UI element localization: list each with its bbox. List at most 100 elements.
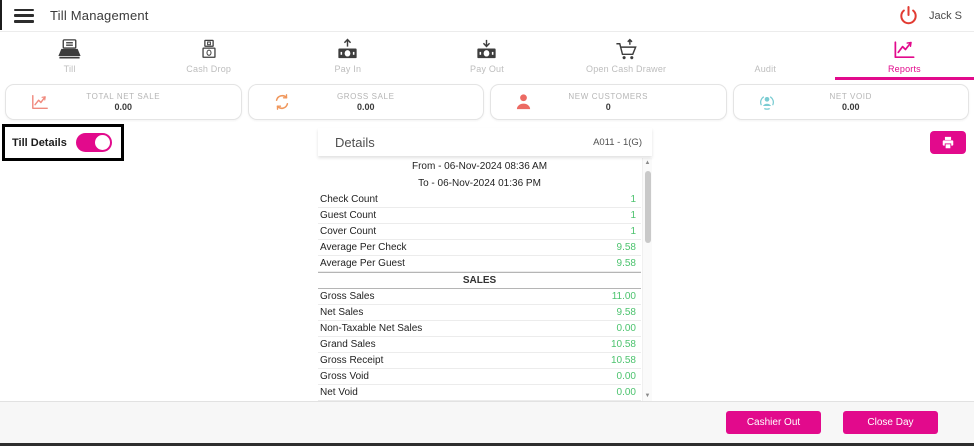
row-value: 11.00 bbox=[611, 291, 636, 302]
tab-pay-out[interactable]: Pay Out bbox=[417, 32, 556, 80]
tab-label: Audit bbox=[754, 64, 777, 74]
logout-power-button[interactable] bbox=[897, 4, 921, 28]
row-label: Net Sales bbox=[320, 307, 364, 318]
table-row: Grand Sales 10.58 bbox=[318, 337, 641, 353]
table-row: Average Per Guest 9.58 bbox=[318, 256, 641, 272]
stat-card-net-void: NET VOID 0.00 bbox=[732, 84, 969, 120]
tab-label: Till bbox=[63, 64, 76, 74]
stat-value: 0 bbox=[605, 102, 611, 112]
details-table: From - 06-Nov-2024 08:36 AM To - 06-Nov-… bbox=[318, 158, 652, 401]
top-bar: Till Management Jack S bbox=[0, 0, 974, 32]
power-icon bbox=[897, 4, 920, 27]
till-icon bbox=[57, 37, 82, 61]
row-label: Average Per Check bbox=[320, 242, 407, 253]
stat-label: TOTAL NET SALE bbox=[86, 92, 161, 101]
row-label: Net Void bbox=[320, 387, 358, 398]
table-row: Net Sales 9.58 bbox=[318, 305, 641, 321]
row-value: 9.58 bbox=[616, 307, 636, 318]
tab-audit[interactable]: Audit bbox=[696, 32, 835, 80]
stat-card-total-net-sale: TOTAL NET SALE 0.00 bbox=[5, 84, 242, 120]
row-value: 1 bbox=[630, 226, 636, 237]
stat-value: 0.00 bbox=[841, 102, 860, 112]
table-row: Gross Sales 11.00 bbox=[318, 289, 641, 305]
scroll-down-icon[interactable]: ▼ bbox=[644, 393, 651, 399]
toggle-knob bbox=[94, 135, 110, 150]
reports-chart-icon bbox=[892, 37, 917, 61]
till-details-toggle[interactable] bbox=[75, 133, 112, 152]
till-id: A011 - 1(G) bbox=[593, 136, 642, 148]
row-label: Average Per Guest bbox=[320, 258, 405, 269]
cart-up-arrow-icon bbox=[614, 37, 639, 61]
row-label: Gross Void bbox=[320, 371, 369, 382]
tab-label: Open Cash Drawer bbox=[586, 64, 667, 74]
stat-card-new-customers: NEW CUSTOMERS 0 bbox=[490, 84, 727, 120]
footer-bar: Cashier Out Close Day bbox=[0, 401, 974, 443]
print-button[interactable] bbox=[930, 131, 966, 154]
period-from: From - 06-Nov-2024 08:36 AM bbox=[411, 161, 548, 172]
scrollbar-thumb[interactable] bbox=[644, 171, 651, 243]
row-label: Gross Sales bbox=[320, 291, 375, 302]
details-title: Details bbox=[335, 134, 375, 150]
tab-reports[interactable]: Reports bbox=[834, 32, 974, 80]
sales-section-header: SALES bbox=[318, 272, 641, 289]
table-row: Non-Taxable Net Sales 0.00 bbox=[318, 321, 641, 337]
user-name: Jack S bbox=[928, 9, 962, 22]
tab-cash-drop[interactable]: Cash Drop bbox=[139, 32, 278, 80]
tab-pay-in[interactable]: Pay In bbox=[278, 32, 417, 80]
row-value: 0.00 bbox=[616, 371, 636, 382]
row-value: 9.58 bbox=[616, 242, 636, 253]
row-value: 0.00 bbox=[616, 387, 636, 398]
main-content: Till Details Details A011 - 1(G) From - … bbox=[0, 122, 974, 401]
pay-out-icon bbox=[474, 37, 499, 61]
printer-icon bbox=[941, 136, 955, 150]
customer-void-icon bbox=[758, 93, 776, 111]
screen-edge-mark bbox=[0, 0, 2, 30]
close-day-button[interactable]: Close Day bbox=[843, 411, 938, 434]
page-title: Till Management bbox=[50, 8, 149, 23]
table-row: Net Void 0.00 bbox=[318, 385, 641, 401]
sales-rows: Gross Sales 11.00 Net Sales 9.58 Non-Tax… bbox=[318, 289, 641, 401]
row-label: Guest Count bbox=[320, 210, 377, 221]
stat-label: NET VOID bbox=[829, 92, 872, 101]
screen-bottom-edge bbox=[0, 443, 974, 446]
row-label: Grand Sales bbox=[320, 339, 376, 350]
table-row: Gross Void 0.00 bbox=[318, 369, 641, 385]
tab-bar: Till Cash Drop Pay In bbox=[0, 32, 974, 80]
details-panel-header: Details A011 - 1(G) bbox=[318, 128, 652, 156]
row-value: 0.00 bbox=[616, 323, 636, 334]
cash-drop-icon bbox=[198, 37, 220, 61]
tab-label: Pay In bbox=[334, 64, 362, 74]
table-row: Cover Count 1 bbox=[318, 224, 641, 240]
stat-value: 0.00 bbox=[114, 102, 133, 112]
period-to: To - 06-Nov-2024 01:36 PM bbox=[418, 178, 541, 189]
tab-open-cash-drawer[interactable]: Open Cash Drawer bbox=[557, 32, 696, 80]
row-label: Gross Receipt bbox=[320, 355, 384, 366]
menu-icon[interactable] bbox=[14, 8, 34, 23]
row-label: Non-Taxable Net Sales bbox=[320, 323, 423, 334]
currency-sync-icon bbox=[273, 93, 291, 111]
table-row: Guest Count 1 bbox=[318, 208, 641, 224]
pay-in-icon bbox=[335, 37, 360, 61]
person-icon bbox=[515, 93, 532, 111]
row-value: 10.58 bbox=[610, 355, 636, 366]
till-details-label: Till Details bbox=[12, 136, 67, 149]
count-rows: Check Count 1 Guest Count 1 Cover Count … bbox=[318, 192, 641, 272]
tab-label: Reports bbox=[887, 64, 921, 74]
row-value: 9.58 bbox=[616, 258, 636, 269]
row-label: Cover Count bbox=[320, 226, 377, 237]
line-chart-icon bbox=[30, 93, 50, 111]
row-value: 1 bbox=[630, 194, 636, 205]
table-row: Check Count 1 bbox=[318, 192, 641, 208]
stats-row: TOTAL NET SALE 0.00 GROSS SALE 0.00 NEW … bbox=[0, 82, 974, 122]
tab-label: Pay Out bbox=[470, 64, 504, 74]
scrollbar[interactable]: ▲ ▼ bbox=[642, 158, 652, 401]
row-label: Check Count bbox=[320, 194, 378, 205]
stat-card-gross-sale: GROSS SALE 0.00 bbox=[247, 84, 484, 120]
stat-value: 0.00 bbox=[356, 102, 375, 112]
stat-label: GROSS SALE bbox=[336, 92, 395, 101]
tab-till[interactable]: Till bbox=[0, 32, 139, 80]
tab-label: Cash Drop bbox=[186, 64, 232, 74]
row-value: 10.58 bbox=[610, 339, 636, 350]
cashier-out-button[interactable]: Cashier Out bbox=[726, 411, 821, 434]
scroll-up-icon[interactable]: ▲ bbox=[644, 160, 651, 166]
